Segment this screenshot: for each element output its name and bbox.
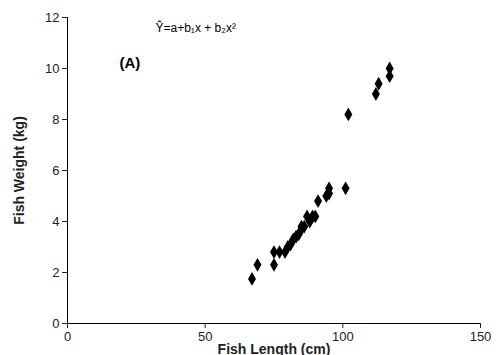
svg-text:(A): (A) [120, 54, 141, 71]
svg-text:150: 150 [470, 329, 492, 344]
svg-text:0: 0 [64, 329, 71, 344]
svg-text:Fish Length (cm): Fish Length (cm) [218, 341, 331, 355]
svg-text:Fish Weight (kg): Fish Weight (kg) [11, 116, 27, 225]
svg-text:12: 12 [45, 10, 59, 25]
svg-text:50: 50 [198, 329, 212, 344]
svg-text:4: 4 [52, 214, 59, 229]
svg-text:10: 10 [45, 61, 59, 76]
svg-text:8: 8 [52, 112, 59, 127]
svg-text:6: 6 [52, 163, 59, 178]
svg-text:2: 2 [52, 265, 59, 280]
svg-text:Ŷ=a+b₁x + b₂x²: Ŷ=a+b₁x + b₂x² [156, 20, 236, 35]
svg-text:0: 0 [52, 316, 59, 331]
svg-text:100: 100 [332, 329, 354, 344]
